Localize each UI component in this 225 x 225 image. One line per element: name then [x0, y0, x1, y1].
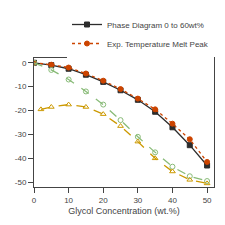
svg-text:20: 20	[99, 196, 108, 205]
svg-text:50: 50	[203, 196, 212, 205]
svg-text:-40: -40	[15, 154, 27, 163]
svg-text:Phase Diagram 0 to 60wt%: Phase Diagram 0 to 60wt%	[107, 21, 204, 30]
svg-text:-10: -10	[15, 82, 27, 91]
svg-text:-50: -50	[15, 178, 27, 187]
svg-text:Glycol Concentration (wt.%): Glycol Concentration (wt.%)	[68, 206, 180, 216]
svg-text:30: 30	[133, 196, 142, 205]
svg-text:-20: -20	[15, 106, 27, 115]
svg-text:40: 40	[168, 196, 177, 205]
svg-text:0: 0	[32, 196, 37, 205]
svg-text:10: 10	[64, 196, 73, 205]
svg-text:Exp. Temperature Melt Peak: Exp. Temperature Melt Peak	[107, 40, 209, 49]
svg-text:-30: -30	[15, 130, 27, 139]
svg-text:0: 0	[22, 59, 27, 68]
